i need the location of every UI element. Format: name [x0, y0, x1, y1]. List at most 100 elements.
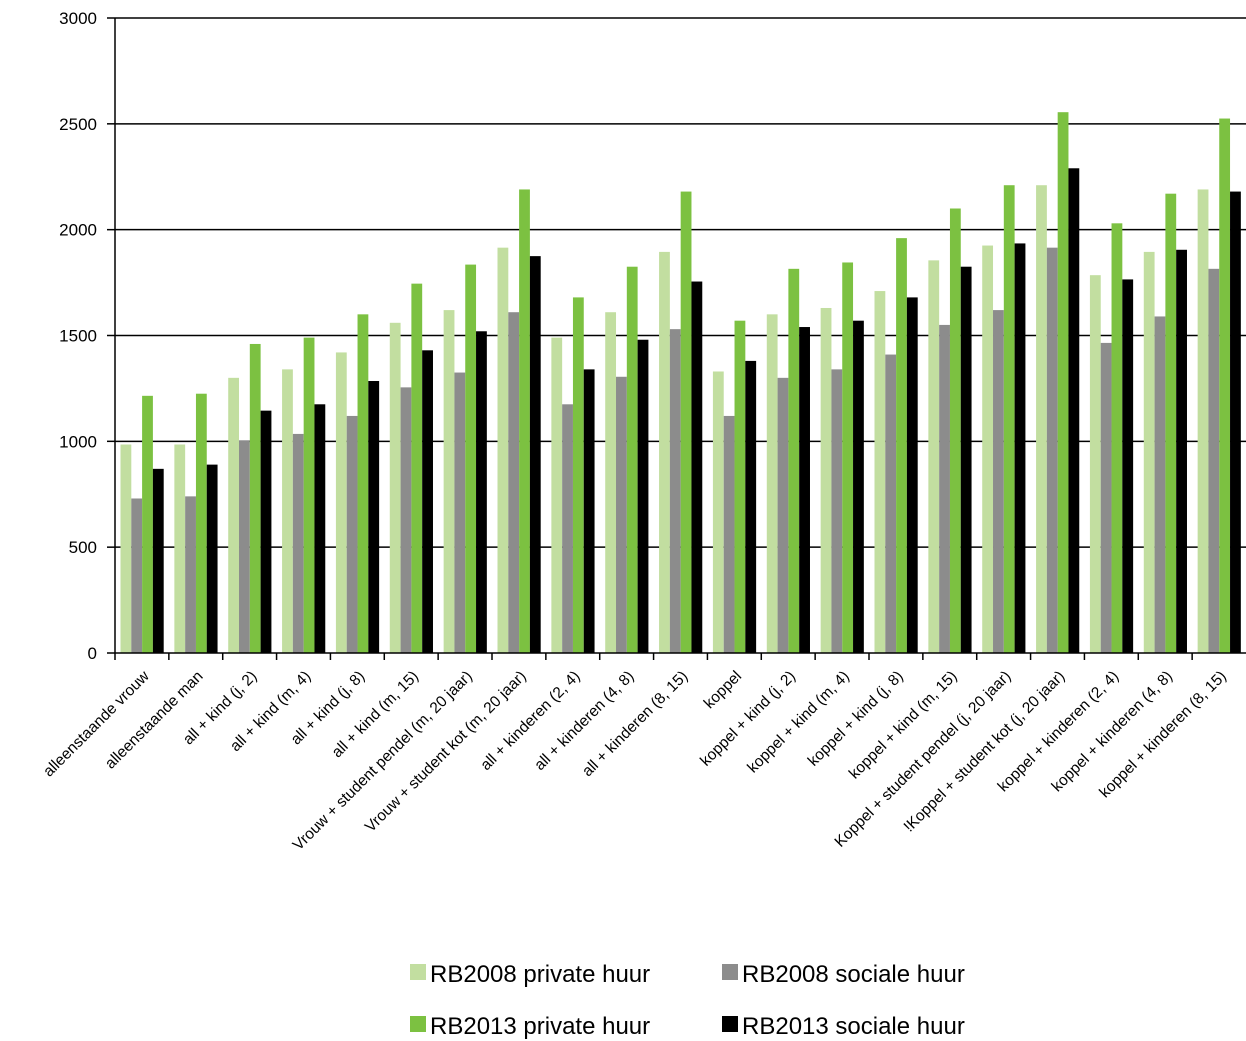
bar-rb2013-private-huur [842, 262, 854, 653]
x-category-label: koppel + kind (m, 15) [846, 668, 961, 783]
bar-rb2008-private-huur [228, 377, 240, 653]
legend-label: RB2013 sociale huur [742, 1013, 965, 1040]
bar-rb2013-sociale-huur [152, 468, 164, 653]
bar-rb2013-private-huur [195, 393, 207, 653]
bar-rb2013-sociale-huur [583, 369, 595, 653]
bar-rb2008-private-huur [928, 260, 940, 653]
bar-rb2008-private-huur [820, 307, 832, 653]
bar-rb2008-private-huur [1197, 189, 1209, 653]
bar-rb2008-sociale-huur [1100, 342, 1112, 653]
legend-swatch [722, 964, 738, 980]
bar-rb2008-private-huur [282, 369, 293, 653]
x-category-label: alleenstaande vrouw [40, 667, 153, 780]
legend-swatch [410, 964, 426, 980]
bar-rb2013-sociale-huur [691, 281, 703, 653]
bar-rb2008-private-huur [497, 247, 509, 654]
x-category-label: koppel + kind (j, 8) [805, 668, 907, 770]
bar-rb2008-sociale-huur [1208, 268, 1220, 653]
bar-rb2013-sociale-huur [906, 297, 918, 653]
bar-rb2008-sociale-huur [185, 496, 196, 653]
bar-rb2013-sociale-huur [1176, 249, 1187, 653]
y-tick-label: 2500 [59, 115, 97, 134]
y-tick-label: 0 [88, 644, 97, 663]
bar-rb2013-sociale-huur [206, 464, 218, 653]
bar-rb2008-private-huur [551, 337, 563, 653]
bar-rb2008-sociale-huur [831, 369, 843, 653]
bar-rb2008-private-huur [874, 291, 886, 653]
bar-rb2013-private-huur [949, 208, 961, 653]
bar-rb2008-sociale-huur [562, 404, 573, 653]
x-category-label: koppel + kind (m, 4) [744, 668, 853, 777]
legend-label: RB2008 private huur [430, 961, 650, 988]
bar-rb2013-sociale-huur [476, 331, 487, 653]
bar-rb2013-sociale-huur [745, 360, 757, 653]
bar-rb2008-private-huur [712, 371, 724, 653]
bar-rb2013-sociale-huur [260, 410, 272, 653]
bar-rb2008-sociale-huur [993, 310, 1004, 653]
x-category-label: koppel [701, 668, 745, 712]
bar-rb2008-private-huur [1036, 185, 1047, 653]
bar-rb2008-sociale-huur [292, 433, 304, 653]
bar-rb2008-private-huur [982, 245, 994, 653]
bar-rb2008-private-huur [1089, 275, 1101, 653]
bar-rb2013-private-huur [465, 264, 477, 653]
bar-rb2008-sociale-huur [454, 372, 466, 653]
bar-rb2008-sociale-huur [669, 329, 681, 653]
bar-rb2008-sociale-huur [239, 440, 250, 653]
x-category-label: koppel + kind (j, 2) [697, 668, 799, 770]
y-tick-label: 500 [69, 538, 97, 557]
bar-rb2013-sociale-huur [422, 350, 433, 653]
bar-rb2013-private-huur [1057, 112, 1069, 654]
bar-rb2013-private-huur [1111, 223, 1123, 654]
bar-rb2008-sociale-huur [400, 387, 412, 653]
bar-rb2013-private-huur [572, 297, 584, 653]
bar-rb2008-sociale-huur [723, 415, 735, 653]
bar-rb2008-private-huur [605, 312, 617, 653]
bar-rb2013-sociale-huur [368, 381, 380, 653]
bar-rb2013-private-huur [411, 283, 423, 653]
bar-rb2013-private-huur [788, 268, 800, 653]
legend: RB2008 private huur RB2008 sociale huur RB… [410, 961, 965, 1040]
bar-rb2013-private-huur [303, 337, 315, 653]
bar-rb2013-sociale-huur [799, 327, 810, 653]
bar-rb2008-private-huur [389, 322, 401, 653]
bar-rb2013-private-huur [249, 343, 261, 653]
bar-rb2013-private-huur [896, 238, 907, 653]
bar-rb2008-private-huur [659, 251, 670, 653]
bar-rb2013-private-huur [519, 189, 530, 653]
bar-rb2013-sociale-huur [529, 256, 541, 653]
y-tick-label: 2000 [59, 221, 97, 240]
bar-rb2008-sociale-huur [939, 324, 950, 653]
bar-rb2008-private-huur [443, 310, 455, 653]
y-axis-ticks: 0 500 1000 1500 2000 2500 3000 [59, 9, 115, 663]
x-category-label: all + kinderen (8, 15) [579, 668, 691, 780]
bar-rb2013-sociale-huur [1068, 168, 1080, 654]
bar-rb2013-private-huur [1219, 118, 1231, 653]
bar-rb2008-private-huur [766, 314, 778, 653]
bar-rb2013-private-huur [142, 395, 153, 653]
bar-rb2013-sociale-huur [1014, 243, 1026, 654]
bar-rb2013-private-huur [626, 266, 638, 653]
bar-rb2013-private-huur [680, 191, 692, 654]
bar-rb2013-private-huur [1165, 193, 1177, 653]
bar-rb2008-sociale-huur [777, 377, 789, 653]
legend-label: RB2008 sociale huur [742, 961, 965, 988]
bar-rb2013-private-huur [734, 320, 746, 653]
legend-swatch [410, 1016, 426, 1032]
bar-rb2013-sociale-huur [1230, 191, 1241, 654]
y-tick-label: 3000 [59, 9, 97, 28]
y-tick-label: 1500 [59, 327, 97, 346]
legend-label: RB2013 private huur [430, 1013, 650, 1040]
bar-rb2008-private-huur [120, 444, 132, 653]
bar-rb2008-private-huur [1143, 251, 1155, 653]
x-category-label: all + kinderen (4, 8) [531, 668, 637, 774]
x-category-label: alleenstaande man [102, 668, 207, 773]
bar-rb2013-sociale-huur [314, 404, 326, 653]
x-category-label: all + kinderen (2, 4) [477, 668, 583, 774]
bar-rb2008-sociale-huur [508, 312, 520, 653]
bar-rb2008-private-huur [174, 444, 186, 653]
bars [120, 112, 1241, 654]
bar-rb2008-sociale-huur [131, 498, 143, 653]
